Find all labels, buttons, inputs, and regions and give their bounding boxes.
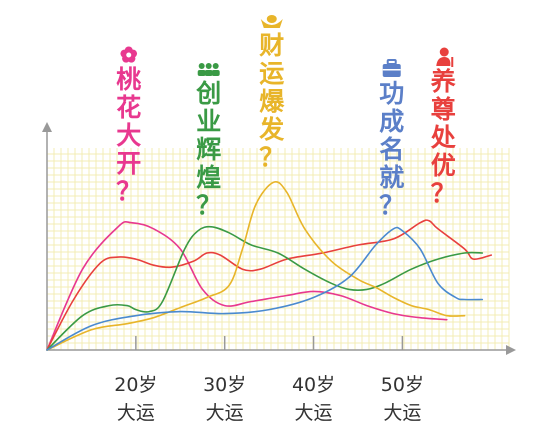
team-icon bbox=[197, 63, 220, 76]
team-head bbox=[205, 63, 212, 69]
team-body bbox=[204, 70, 213, 76]
x-tick-label-age: 50岁 bbox=[381, 374, 424, 396]
series-line-1 bbox=[46, 220, 448, 351]
x-tick-label-period: 大运 bbox=[206, 402, 244, 424]
x-tick-label-period: 大运 bbox=[117, 402, 155, 424]
x-axis-arrow bbox=[506, 345, 516, 355]
series-line-5 bbox=[46, 226, 484, 351]
annotation-char: 开 bbox=[116, 149, 141, 178]
chart-axes bbox=[42, 122, 516, 355]
series-line-2 bbox=[46, 219, 492, 351]
gold-ingot-icon bbox=[260, 15, 283, 28]
x-tick-label-age: 20岁 bbox=[114, 374, 157, 396]
ingot-top bbox=[266, 15, 277, 23]
x-tick-label-age: 30岁 bbox=[203, 374, 246, 396]
annotation-char: 大 bbox=[116, 121, 141, 150]
team-head bbox=[212, 63, 219, 69]
annotation-char: 运 bbox=[259, 59, 284, 88]
series-lines bbox=[46, 181, 492, 351]
annotation-char: ？ bbox=[116, 177, 141, 206]
elder-body bbox=[436, 57, 451, 66]
y-axis-arrow bbox=[42, 122, 52, 132]
annotation-char: ？ bbox=[431, 179, 456, 208]
annotation-char: 发 bbox=[258, 115, 284, 144]
x-tick-label-period: 大运 bbox=[295, 402, 333, 424]
series-line-4 bbox=[46, 181, 466, 351]
annotation-char: 财 bbox=[259, 31, 284, 60]
annotation-char: 处 bbox=[430, 123, 456, 152]
annotation-char: 名 bbox=[379, 135, 404, 164]
team-head bbox=[198, 63, 205, 69]
briefcase-stripe bbox=[382, 69, 401, 71]
annotation-char: 养 bbox=[430, 67, 456, 96]
annotation-char: 煌 bbox=[196, 163, 221, 192]
annotation-char: 尊 bbox=[431, 95, 456, 124]
ingot-base bbox=[260, 19, 283, 28]
annotation-char: 优 bbox=[431, 151, 456, 180]
annotation-char: 花 bbox=[116, 93, 141, 122]
annotation-char: 功 bbox=[379, 79, 404, 108]
flower-icon bbox=[120, 46, 138, 63]
annotation-char: 就 bbox=[379, 163, 404, 192]
elder-head bbox=[439, 47, 449, 57]
briefcase-icon bbox=[382, 59, 401, 77]
annotation-char: 成 bbox=[379, 107, 404, 136]
x-tick-label-period: 大运 bbox=[383, 402, 421, 424]
annotation-char: ？ bbox=[196, 191, 221, 220]
annotation-char: ？ bbox=[259, 143, 284, 172]
annotation-char: 辉 bbox=[196, 135, 221, 164]
elder-icon bbox=[436, 47, 454, 67]
series-line-3 bbox=[46, 225, 484, 351]
annotation-char: ？ bbox=[379, 191, 404, 220]
annotation-char: 爆 bbox=[259, 87, 285, 116]
annotation-char: 业 bbox=[196, 107, 221, 136]
x-tick-label-age: 40岁 bbox=[292, 374, 335, 396]
annotation-char: 桃 bbox=[116, 65, 141, 94]
chart-grid bbox=[46, 148, 510, 351]
flower-center bbox=[126, 52, 132, 58]
team-body bbox=[197, 70, 206, 76]
team-body bbox=[211, 70, 220, 76]
briefcase-handle bbox=[386, 59, 397, 65]
annotation-char: 创 bbox=[195, 79, 221, 108]
